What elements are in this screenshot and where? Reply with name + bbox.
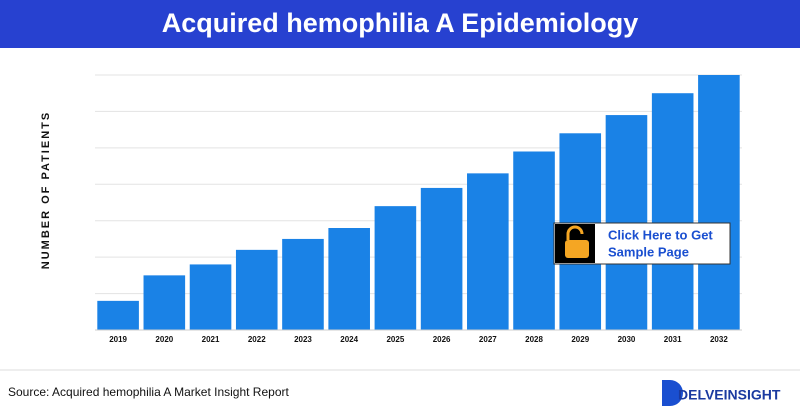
x-tick-label: 2019: [109, 335, 127, 344]
x-tick-label: 2031: [664, 335, 682, 344]
chart-title: Acquired hemophilia A Epidemiology: [162, 8, 639, 38]
bar: [513, 151, 555, 330]
source: Source: Acquired hemophilia A Market Ins…: [8, 385, 289, 399]
x-tick-label: 2029: [571, 335, 589, 344]
plot: 2019 2020 2021 2022 2023 2024 2025 2026 2027 2028…: [95, 74, 742, 344]
x-tick-label: 2020: [155, 335, 173, 344]
cta-box[interactable]: Click Here to Get Sample Page: [553, 222, 731, 265]
bar: [143, 275, 186, 330]
bar: [235, 249, 278, 330]
logo: DELVEINSIGHT: [678, 387, 781, 403]
bar: [97, 300, 139, 330]
x-tick-label: 2022: [248, 335, 266, 344]
x-tick-label: 2025: [386, 335, 404, 344]
bar: [420, 187, 463, 330]
y-axis-label: NUMBER OF PATIENTS: [40, 111, 52, 269]
cta-text[interactable]: Click Here to Get: [608, 227, 713, 242]
title-bar: [0, 0, 800, 48]
bar: [698, 75, 740, 330]
bar: [467, 173, 509, 330]
x-tick-label: 2026: [433, 335, 451, 344]
cta-text[interactable]: Sample Page: [608, 244, 689, 259]
x-tick-label: 2032: [710, 335, 728, 344]
bar: [282, 238, 324, 330]
x-tick-label: 2028: [525, 335, 543, 344]
bar: [651, 93, 694, 330]
x-tick-label: 2023: [294, 335, 312, 344]
lock-shackle: [566, 225, 584, 240]
bar: [374, 206, 417, 330]
lock-body: [565, 240, 589, 258]
bar: [189, 264, 232, 330]
x-tick-label: 2024: [340, 335, 358, 344]
x-tick-label: 2027: [479, 335, 497, 344]
x-tick-label: 2021: [202, 335, 220, 344]
bar: [328, 228, 370, 330]
x-tick-label: 2030: [618, 335, 636, 344]
logo-mark: [662, 380, 683, 406]
